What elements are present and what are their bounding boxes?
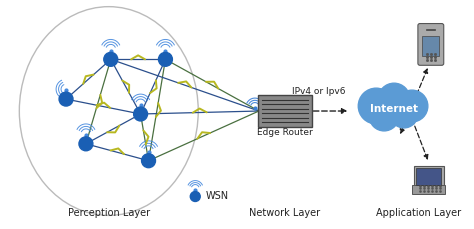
Circle shape: [369, 102, 399, 131]
FancyBboxPatch shape: [412, 185, 445, 194]
Circle shape: [134, 108, 147, 121]
Text: Perception Layer: Perception Layer: [68, 207, 150, 217]
FancyBboxPatch shape: [422, 37, 439, 57]
Text: Edge Router: Edge Router: [257, 127, 312, 136]
Circle shape: [378, 84, 410, 115]
FancyBboxPatch shape: [418, 25, 444, 66]
Text: WSN: WSN: [205, 190, 228, 200]
Circle shape: [396, 91, 428, 123]
Text: IPv4 or Ipv6: IPv4 or Ipv6: [292, 87, 345, 96]
Text: Internet: Internet: [370, 104, 418, 114]
Circle shape: [104, 53, 118, 67]
Circle shape: [190, 192, 200, 202]
FancyBboxPatch shape: [258, 96, 311, 127]
Circle shape: [142, 154, 155, 168]
Text: Application Layer: Application Layer: [376, 207, 462, 217]
Circle shape: [358, 89, 394, 124]
Circle shape: [79, 137, 93, 151]
FancyBboxPatch shape: [414, 166, 444, 188]
Circle shape: [158, 53, 173, 67]
Text: Network Layer: Network Layer: [249, 207, 320, 217]
Circle shape: [59, 93, 73, 106]
FancyBboxPatch shape: [417, 169, 441, 185]
Circle shape: [390, 101, 418, 128]
